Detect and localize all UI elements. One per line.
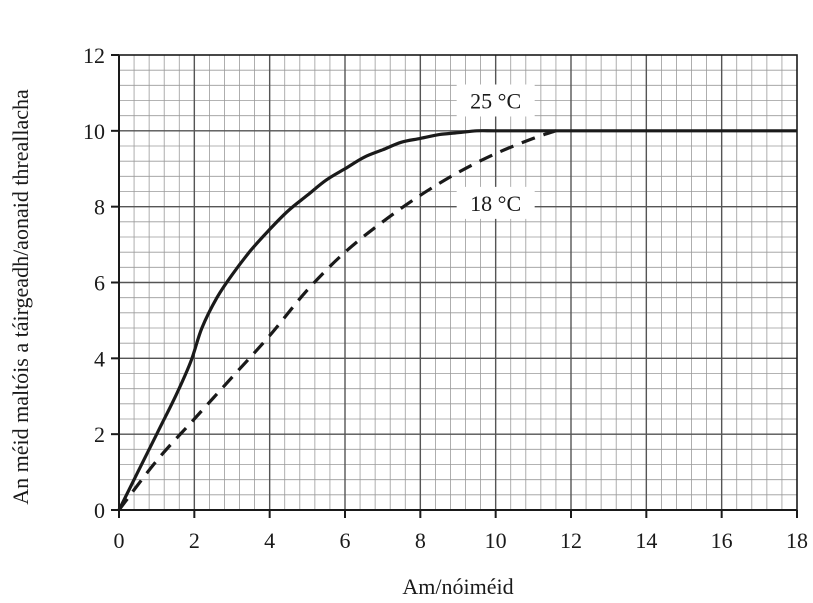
x-tick-label: 8 xyxy=(415,528,426,553)
x-tick-label: 6 xyxy=(340,528,351,553)
y-axis-label: An méid maltóis a táirgeadh/aonaid threa… xyxy=(8,89,33,505)
y-tick-label: 10 xyxy=(83,119,105,144)
y-tick-label: 6 xyxy=(94,271,105,296)
annotation-background xyxy=(456,84,535,117)
major-grid xyxy=(119,55,797,510)
y-tick-label: 2 xyxy=(94,422,105,447)
x-tick-label: 10 xyxy=(485,528,507,553)
series-label: 18 °C xyxy=(470,191,521,216)
x-tick-label: 12 xyxy=(560,528,582,553)
series-line-25-c xyxy=(117,129,797,511)
y-tick-label: 4 xyxy=(94,346,105,371)
tick-label-layer: 0 2 4 6 8 10 12 14 16 18 0 2 4 6 8 10 12 xyxy=(83,43,808,553)
y-tick-label: 12 xyxy=(83,43,105,68)
y-tick-label: 8 xyxy=(94,195,105,220)
x-tick-label: 16 xyxy=(711,528,733,553)
x-tick-label: 18 xyxy=(786,528,808,553)
annotation-layer: 25 °C 18 °C xyxy=(456,84,535,219)
x-tick-label: 0 xyxy=(114,528,125,553)
axes xyxy=(111,54,798,518)
x-axis-label: Am/nóiméid xyxy=(402,574,513,599)
series-layer xyxy=(117,129,797,511)
series-line-18-c xyxy=(117,129,557,511)
series-label: 25 °C xyxy=(470,89,521,114)
x-tick-label: 14 xyxy=(635,528,657,553)
y-tick-label: 0 xyxy=(94,498,105,523)
x-tick-label: 4 xyxy=(264,528,275,553)
x-tick-label: 2 xyxy=(189,528,200,553)
annotation-background xyxy=(456,186,535,219)
